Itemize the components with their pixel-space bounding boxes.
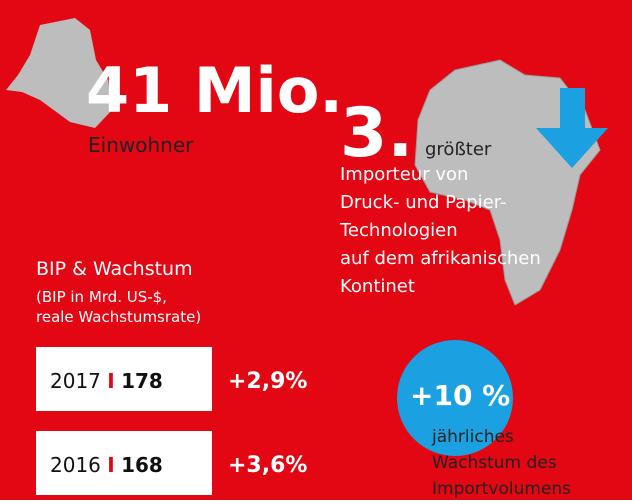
gdp-subtitle: reale Wachstumsrate) bbox=[36, 308, 201, 326]
growth: +2,9% bbox=[228, 369, 307, 394]
importer-line: Druck- und Papier- bbox=[340, 192, 507, 213]
importer-line: auf dem afrikanischen bbox=[340, 248, 541, 269]
gdp-box bbox=[36, 347, 212, 411]
imports-line: Importvolumens bbox=[432, 479, 571, 499]
gdp-value: 178 bbox=[121, 369, 163, 393]
importer-line: größter bbox=[425, 139, 492, 160]
gdp-row: 2016 I 168 bbox=[50, 453, 163, 477]
growth: +3,6% bbox=[228, 453, 307, 478]
continent-shape bbox=[414, 59, 601, 306]
country-shape bbox=[6, 18, 112, 128]
separator: I bbox=[107, 369, 114, 393]
importer-line: Importeur von bbox=[340, 164, 468, 185]
gdp-value: 168 bbox=[121, 453, 163, 477]
year: 2016 bbox=[50, 453, 101, 477]
imports-line: Wachstum des bbox=[432, 453, 557, 473]
gdp-box bbox=[36, 431, 212, 495]
importer-line: Technologien bbox=[339, 220, 458, 241]
population-value: 41 Mio. bbox=[86, 54, 343, 127]
gdp-title: BIP & Wachstum bbox=[36, 258, 193, 280]
imports-value: +10 % bbox=[410, 379, 510, 412]
year: 2017 bbox=[50, 369, 101, 393]
population-label: Einwohner bbox=[88, 133, 194, 157]
imports-line: jährliches bbox=[431, 427, 514, 447]
highlight-circle bbox=[397, 340, 513, 456]
gdp-subtitle: (BIP in Mrd. US-$, bbox=[36, 288, 167, 306]
gdp-row: 2017 I 178 bbox=[50, 369, 163, 393]
rank: 3. bbox=[340, 94, 413, 173]
separator: I bbox=[107, 453, 114, 477]
importer-line: Kontinet bbox=[340, 276, 415, 297]
arrow-icon bbox=[536, 88, 608, 168]
